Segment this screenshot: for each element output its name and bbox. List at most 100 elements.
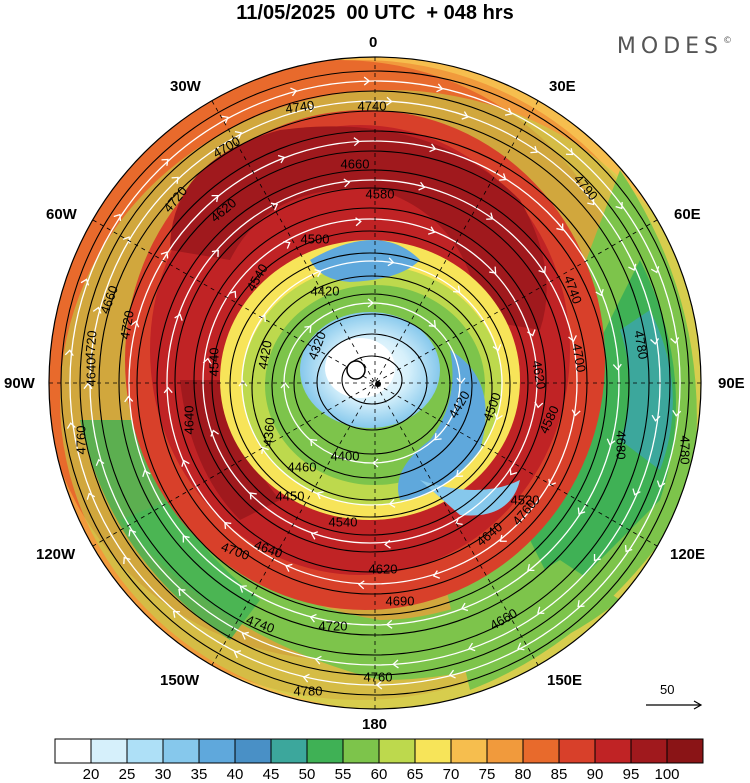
colorbar-tick-label: 55	[334, 766, 352, 783]
wind-arrowhead	[86, 492, 96, 500]
contour-label: 4780	[678, 436, 693, 465]
wind-arrowhead	[530, 145, 538, 154]
colorbar-tick-label: 80	[514, 766, 532, 783]
colorbar-swatch	[162, 738, 200, 764]
wind-arrowhead	[384, 539, 391, 549]
wind-arrowhead	[650, 266, 660, 274]
colorbar-swatch	[522, 738, 560, 764]
contour-label: 4620	[529, 359, 549, 390]
north-pole-marker	[346, 360, 366, 380]
colorbar-tick-label: 35	[190, 766, 208, 783]
wind-arrowhead	[509, 468, 518, 476]
wind-arrowhead	[468, 642, 476, 652]
colorbar-tick-label: 70	[442, 766, 460, 783]
wind-arrowhead	[538, 266, 546, 274]
wind-arrowhead	[233, 650, 242, 659]
contour-label: 4700	[569, 342, 589, 373]
wind-arrowhead	[261, 446, 269, 454]
contour-label: 4640	[83, 358, 98, 387]
wind-arrowhead	[571, 409, 581, 417]
colorbar-swatch	[198, 738, 236, 764]
contour-label: 4780	[631, 329, 651, 360]
wind-arrowhead	[172, 610, 181, 618]
colorbar-swatch	[414, 738, 452, 764]
wind-arrowhead	[174, 313, 183, 321]
pole-point	[375, 381, 381, 387]
wind-arrowhead	[434, 433, 442, 441]
wind-arrowhead	[499, 534, 507, 542]
wind-arrowhead	[357, 580, 365, 590]
contour-label: 4580	[366, 186, 395, 201]
wind-arrowhead	[367, 298, 375, 308]
wind-arrowhead	[548, 478, 557, 487]
lon-label-30w: 30W	[170, 78, 201, 95]
contour-label: 4620	[369, 561, 398, 576]
colorbar-swatch	[594, 738, 632, 764]
wind-arrowhead	[202, 357, 212, 365]
wind-arrowhead	[210, 429, 219, 437]
wind-arrowhead	[672, 409, 682, 417]
wind-arrowhead	[587, 198, 595, 206]
wind-arrowhead	[241, 631, 249, 640]
wind-speed-field	[49, 57, 701, 709]
wind-arrowhead	[565, 148, 574, 156]
contour-label: 4420	[311, 283, 340, 298]
colorbar	[54, 738, 704, 764]
contour-label: 4540	[206, 348, 221, 377]
wind-arrowhead	[499, 173, 507, 181]
wind-arrowhead	[83, 382, 93, 390]
wind-arrowhead	[650, 338, 660, 345]
colorbar-tick-label: 25	[118, 766, 136, 783]
wind-arrowhead	[455, 469, 464, 477]
wind-arrowhead	[124, 395, 134, 403]
wind-arrowhead	[343, 178, 351, 188]
reference-vector-label: 50	[660, 682, 675, 697]
wind-arrowhead	[171, 176, 179, 184]
lon-label-60w: 60W	[46, 206, 77, 223]
wind-arrowhead	[624, 544, 633, 553]
lon-label-90w: 90W	[4, 375, 35, 392]
colorbar-swatch	[666, 738, 704, 764]
contour-label: 4720	[82, 330, 99, 360]
wind-arrowhead	[316, 491, 324, 500]
wind-arrowhead	[489, 266, 497, 274]
lon-label-30e: 30E	[549, 78, 576, 95]
wind-arrowhead	[577, 507, 586, 515]
wind-arrowhead	[64, 349, 74, 357]
wind-arrowhead	[436, 83, 444, 93]
colorbar-swatch	[126, 738, 164, 764]
contour-label: 4450	[276, 488, 305, 503]
wind-arrowhead	[178, 588, 186, 597]
contour-label: 4720	[319, 618, 348, 633]
wind-arrowhead	[95, 458, 105, 466]
wind-arrowhead	[595, 288, 604, 297]
wind-arrowhead	[309, 613, 317, 623]
brand-name: MODES	[616, 34, 723, 59]
contour-label: 4420	[255, 339, 275, 370]
wind-arrowhead	[615, 201, 623, 210]
wind-arrowhead	[375, 680, 383, 690]
wind-arrowhead	[302, 673, 310, 683]
wind-arrowhead	[492, 344, 502, 352]
colorbar-swatch	[486, 738, 524, 764]
lon-label-120e: 120E	[670, 546, 706, 563]
wind-arrowhead	[612, 363, 622, 371]
colorbar-tick-label: 85	[550, 766, 568, 783]
wind-arrowhead	[113, 213, 122, 222]
wind-arrowhead	[304, 325, 312, 333]
wind-arrowhead	[314, 655, 322, 665]
brand-logo: MODES©	[617, 34, 732, 59]
lon-label-90e: 90E	[718, 375, 745, 392]
wind-arrowhead	[371, 458, 379, 468]
lon-label-120w: 120W	[36, 546, 76, 563]
wind-arrowhead	[455, 517, 463, 526]
lon-label-150e: 150E	[547, 672, 583, 689]
wind-arrowhead	[238, 380, 248, 387]
wind-arrowhead	[429, 143, 437, 153]
wind-arrowhead	[92, 306, 102, 314]
wind-arrowhead	[486, 212, 494, 220]
wind-arrowhead	[656, 480, 666, 488]
wind-arrowhead	[388, 498, 396, 508]
wind-arrowhead	[239, 585, 247, 593]
